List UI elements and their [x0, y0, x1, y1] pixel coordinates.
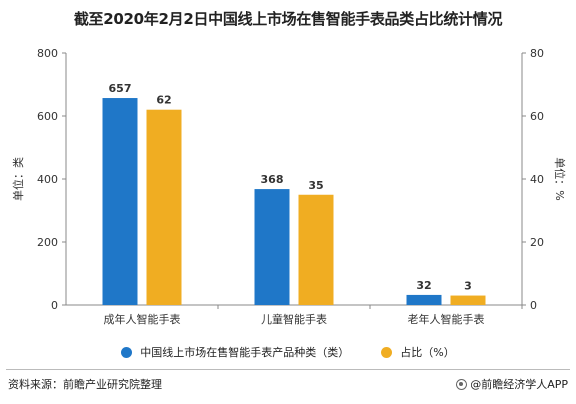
- data-label-series1-2: 32: [416, 279, 431, 292]
- bar-series1-2: [406, 294, 442, 305]
- left-tick-label-2: 400: [37, 173, 58, 186]
- chart-title: 截至2020年2月2日中国线上市场在售智能手表品类占比统计情况: [73, 10, 503, 28]
- category-label-1: 儿童智能手表: [261, 312, 327, 326]
- category-labels: 成年人智能手表 儿童智能手表 老年人智能手表: [104, 305, 523, 326]
- data-label-series1-1: 368: [261, 173, 284, 186]
- data-label-series2-2: 3: [464, 280, 472, 293]
- right-tick-label-3: 60: [530, 110, 544, 123]
- right-tick-label-1: 20: [530, 236, 544, 249]
- brand-logo-icon: [456, 378, 468, 390]
- brand-credit: @前瞻经济学人APP: [456, 376, 568, 392]
- left-tick-label-0: 0: [51, 299, 58, 312]
- brand-text: @前瞻经济学人APP: [470, 378, 568, 391]
- data-label-series1-0: 657: [109, 82, 132, 95]
- legend-series2-label: 占比（%）: [400, 346, 455, 359]
- legend-series1-swatch: [121, 346, 133, 358]
- right-tick-label-2: 40: [530, 173, 544, 186]
- bar-series2-2: [450, 295, 486, 305]
- left-tick-label-1: 200: [37, 236, 58, 249]
- left-tick-labels: 0 200 400 600 800: [37, 47, 66, 312]
- data-label-series2-0: 62: [156, 94, 171, 107]
- footer-divider: [6, 369, 570, 370]
- legend-series2-swatch: [381, 346, 393, 358]
- category-label-0: 成年人智能手表: [104, 312, 181, 326]
- legend: 中国线上市场在售智能手表产品种类（类） 占比（%）: [0, 344, 576, 360]
- left-axis-title: 单位：类: [11, 157, 25, 201]
- bar-series2-1: [298, 194, 334, 305]
- legend-series1-label: 中国线上市场在售智能手表产品种类（类）: [140, 346, 350, 359]
- bar-series1-1: [254, 189, 290, 305]
- source-note: 资料来源：前瞻产业研究院整理: [8, 378, 162, 391]
- right-tick-label-4: 80: [530, 47, 544, 60]
- legend-item-series2: 占比（%）: [381, 344, 455, 360]
- right-tick-label-0: 0: [530, 299, 537, 312]
- category-label-2: 老年人智能手表: [408, 312, 485, 326]
- left-tick-label-4: 800: [37, 47, 58, 60]
- bar-series2-0: [146, 109, 182, 305]
- data-label-series2-1: 35: [308, 179, 323, 192]
- right-axis-title: 单位：%: [553, 157, 567, 200]
- bar-series1-0: [102, 98, 138, 305]
- left-tick-label-3: 600: [37, 110, 58, 123]
- legend-item-series1: 中国线上市场在售智能手表产品种类（类）: [121, 344, 349, 360]
- bars: 657 62 368 35 32 3: [102, 82, 486, 305]
- right-tick-labels: 0 20 40 60 80: [522, 47, 544, 312]
